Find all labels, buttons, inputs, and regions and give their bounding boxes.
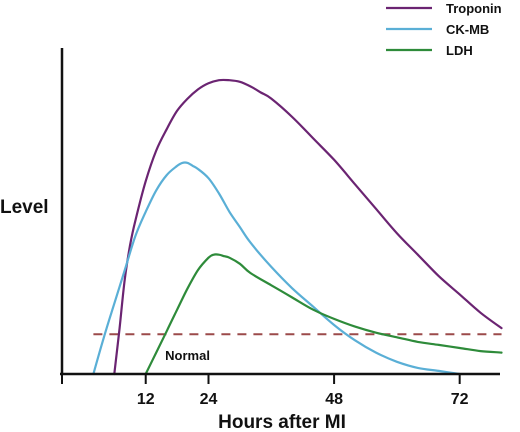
x-tick-label: 24 <box>200 391 218 408</box>
series-line-ldh <box>144 253 503 376</box>
legend-label: Troponin <box>446 1 502 16</box>
x-tick-label: 72 <box>451 391 469 408</box>
series-line-ck-mb <box>92 161 461 376</box>
legend-label: CK-MB <box>446 22 489 37</box>
normal-reference-label: Normal <box>165 348 210 363</box>
legend: Troponin CK-MB LDH <box>386 1 502 58</box>
legend-label: LDH <box>446 43 473 58</box>
y-axis-title: Level <box>0 197 49 218</box>
series-line-troponin <box>113 78 503 376</box>
x-tick-label: 12 <box>137 391 155 408</box>
x-ticks: 12 24 48 72 <box>61 374 469 408</box>
x-axis-title: Hours after MI <box>218 412 346 432</box>
plot-area: Normal <box>92 78 503 376</box>
axes <box>60 48 500 376</box>
x-tick-label: 48 <box>325 391 343 408</box>
